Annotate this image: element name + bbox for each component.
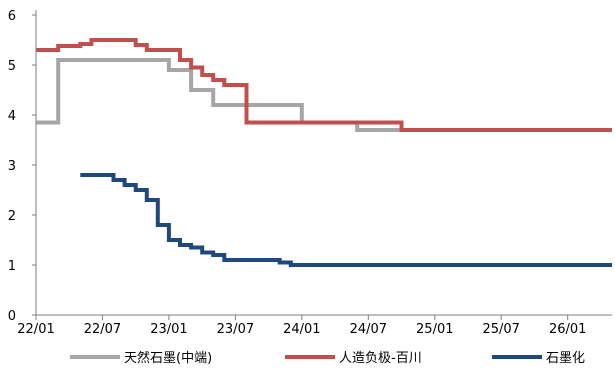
y-tick-label: 3 (8, 159, 16, 174)
x-tick-label: 26/01 (549, 322, 586, 337)
y-tick-label: 6 (8, 9, 16, 24)
series-line-2 (80, 173, 612, 267)
x-tick-label: 23/07 (217, 322, 254, 337)
y-tick-label: 2 (8, 209, 16, 224)
y-tick-label: 0 (8, 309, 16, 324)
y-tick-label: 5 (8, 59, 16, 74)
legend-label-2: 石墨化 (546, 351, 585, 366)
x-tick-label: 22/07 (84, 322, 121, 337)
x-tick-label: 24/07 (350, 322, 387, 337)
y-tick-label: 1 (8, 259, 16, 274)
legend: 天然石墨(中端) 人造负极-百川 石墨化 (70, 350, 585, 366)
legend-label-0: 天然石墨(中端) (124, 350, 212, 366)
y-tick-label: 4 (8, 109, 16, 124)
plot-area (36, 38, 612, 267)
axes: 0 1 2 3 4 5 6 22/01 22/07 23/01 23/07 24/01 24/07 25/… (8, 9, 612, 337)
series-line-1 (36, 38, 612, 132)
series-line-0 (36, 58, 612, 132)
x-tick-label: 25/01 (416, 322, 453, 337)
legend-label-1: 人造负极-百川 (339, 351, 422, 366)
x-tick-label: 22/01 (17, 322, 54, 337)
x-tick-label: 24/01 (283, 322, 320, 337)
x-tick-label: 23/01 (150, 322, 187, 337)
x-tick-label: 25/07 (482, 322, 519, 337)
